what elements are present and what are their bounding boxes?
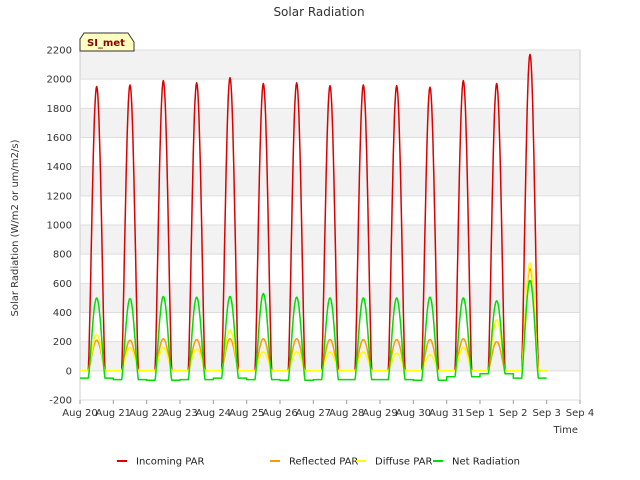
legend-label: Net Radiation bbox=[452, 457, 520, 468]
x-tick-label: Aug 25 bbox=[229, 408, 264, 419]
annotation-label: SI_met bbox=[87, 38, 125, 49]
annotation-box: SI_met bbox=[79, 32, 135, 52]
y-axis-ticks: -200 0 200 400 600 800 1000 1200 1400 1600 1800 200… bbox=[47, 46, 72, 407]
x-tick-label: Aug 31 bbox=[429, 408, 464, 419]
series-line-net-radiation bbox=[79, 279, 547, 382]
legend-item-reflected-par: Reflected PAR bbox=[270, 457, 358, 468]
legend-item-net-radiation: Net Radiation bbox=[433, 457, 520, 468]
y-tick-label: 1600 bbox=[47, 133, 72, 144]
legend-item-diffuse-par: Diffuse PAR bbox=[356, 457, 432, 468]
grid-band bbox=[80, 225, 580, 255]
legend-label: Incoming PAR bbox=[136, 457, 205, 468]
y-tick-label: 0 bbox=[66, 366, 72, 377]
y-tick-label: 1400 bbox=[47, 162, 72, 173]
series-layer bbox=[79, 53, 547, 382]
grid-band bbox=[80, 341, 580, 371]
grid-band bbox=[80, 50, 580, 80]
legend-label: Reflected PAR bbox=[289, 457, 358, 468]
series-line-diffuse-par bbox=[79, 262, 547, 372]
x-tick-label: Aug 22 bbox=[129, 408, 164, 419]
y-tick-label: 2000 bbox=[47, 75, 72, 86]
legend: Incoming PAR Reflected PAR Diffuse PAR Net … bbox=[117, 457, 520, 468]
x-tick-label: Sep 4 bbox=[566, 408, 594, 419]
y-tick-label: 2200 bbox=[47, 46, 72, 57]
grid-band bbox=[80, 166, 580, 196]
background-bands bbox=[80, 50, 580, 371]
legend-label: Diffuse PAR bbox=[375, 457, 432, 468]
x-tick-label: Sep 3 bbox=[532, 408, 560, 419]
legend-item-incoming-par: Incoming PAR bbox=[117, 457, 205, 468]
y-tick-label: -200 bbox=[49, 396, 72, 407]
y-tick-label: 1800 bbox=[47, 104, 72, 115]
grid-band bbox=[80, 108, 580, 138]
x-tick-label: Aug 24 bbox=[196, 408, 231, 419]
x-tick-label: Aug 21 bbox=[96, 408, 131, 419]
y-tick-label: 1200 bbox=[47, 191, 72, 202]
x-tick-label: Aug 26 bbox=[262, 408, 297, 419]
y-tick-label: 200 bbox=[53, 337, 72, 348]
x-tick-label: Aug 23 bbox=[162, 408, 197, 419]
x-tick-label: Aug 20 bbox=[62, 408, 97, 419]
chart-title: Solar Radiation bbox=[273, 5, 364, 19]
x-tick-label: Aug 30 bbox=[396, 408, 431, 419]
x-tick-label: Aug 27 bbox=[296, 408, 331, 419]
y-axis-title: Solar Radiation (W/m2 or um/m2/s) bbox=[10, 139, 21, 316]
y-tick-label: 800 bbox=[53, 250, 72, 261]
x-tick-label: Sep 2 bbox=[499, 408, 527, 419]
y-tick-label: 1000 bbox=[47, 221, 72, 232]
x-tick-label: Sep 1 bbox=[466, 408, 494, 419]
y-tick-label: 600 bbox=[53, 279, 72, 290]
y-tick-label: 400 bbox=[53, 308, 72, 319]
series-line-incoming-par bbox=[79, 53, 547, 372]
x-tick-label: Aug 29 bbox=[362, 408, 397, 419]
x-axis-title: Time bbox=[553, 425, 578, 436]
x-tick-label: Aug 28 bbox=[329, 408, 364, 419]
